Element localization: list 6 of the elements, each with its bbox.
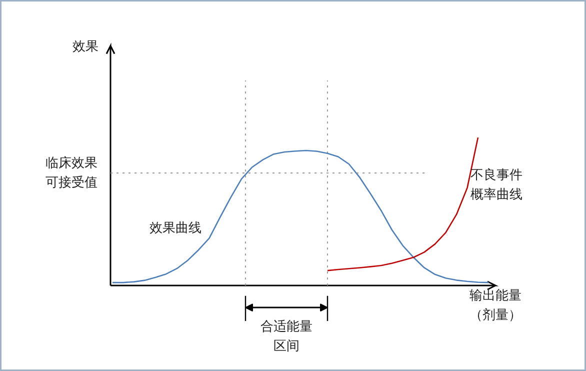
ref-line-label: 临床效果可接受值 bbox=[46, 156, 98, 190]
series-label: 效果曲线 bbox=[150, 221, 202, 236]
x-axis-title: 输出能量（剂量） bbox=[470, 288, 522, 323]
text: 效果 bbox=[72, 40, 98, 55]
series-label: 不良事件概率曲线 bbox=[470, 168, 522, 203]
text: 合适能量区间 bbox=[260, 320, 312, 354]
